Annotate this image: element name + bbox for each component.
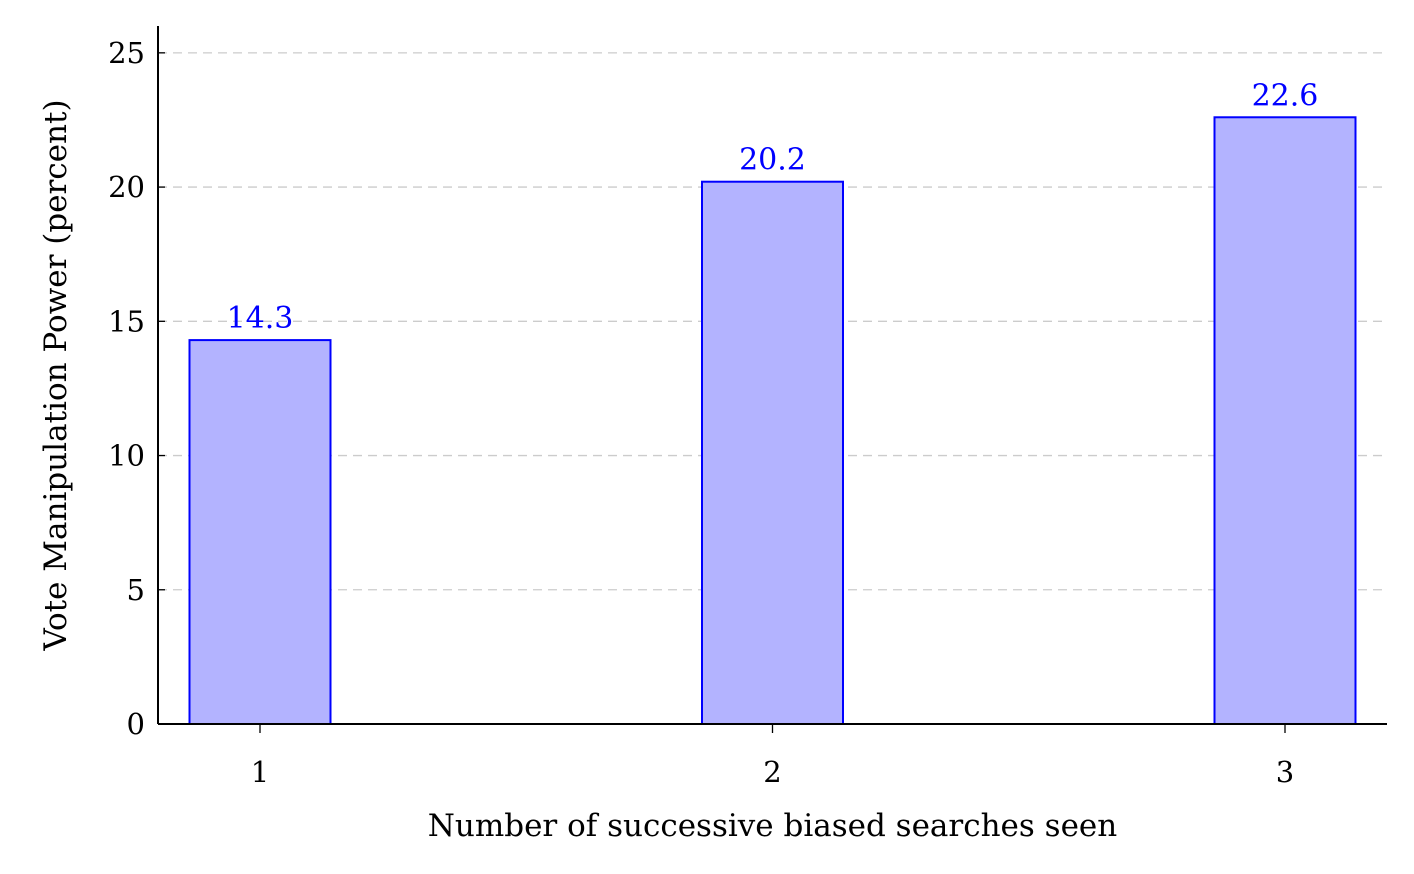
y-tick-labels: 0 5 10 15 20 25: [108, 36, 145, 741]
bar: [1213, 116, 1357, 726]
y-tick-label: 20: [108, 170, 145, 204]
x-axis-label: Number of successive biased searches see…: [428, 808, 1118, 844]
y-tick-label: 0: [127, 707, 145, 741]
y-tick-label: 5: [127, 573, 145, 607]
data-label: 20.2: [739, 143, 806, 178]
y-tick-label: 15: [108, 304, 145, 338]
x-tick-label: 1: [251, 755, 269, 789]
data-labels: 14.3 20.2 22.6: [227, 78, 1319, 336]
x-tick-labels: 1 2 3: [251, 755, 1294, 789]
y-axis-label: Vote Manipulation Power (percent): [38, 99, 74, 651]
bar: [701, 180, 844, 725]
data-label: 22.6: [1252, 78, 1319, 113]
bars: [188, 116, 1357, 726]
axes: [157, 26, 1387, 733]
y-tick-label: 25: [108, 36, 145, 70]
data-label: 14.3: [227, 301, 294, 336]
x-tick-label: 3: [1276, 755, 1294, 789]
bar: [188, 339, 332, 725]
y-tick-label: 10: [108, 439, 145, 473]
grid-lines: [158, 52, 1387, 591]
x-tick-label: 2: [763, 755, 781, 789]
